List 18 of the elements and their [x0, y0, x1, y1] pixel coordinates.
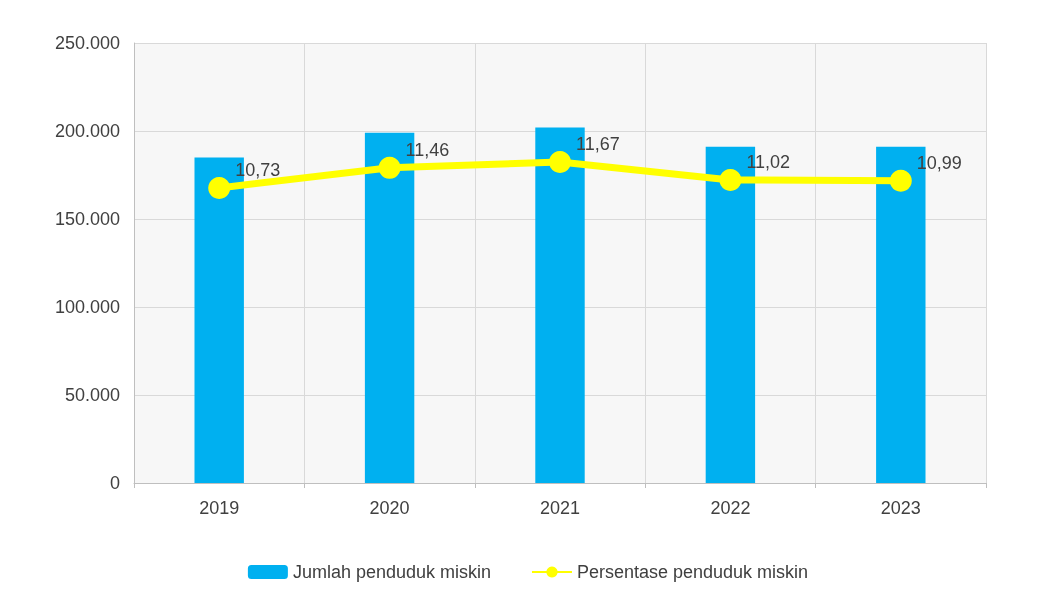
x-tick-label: 2022 — [710, 498, 751, 518]
y-tick-label: 150.000 — [54, 209, 120, 229]
point — [378, 156, 401, 179]
x-tick-label: 2023 — [880, 498, 921, 518]
point — [889, 169, 912, 192]
legend-label: Jumlah penduduk miskin — [292, 562, 491, 582]
point — [208, 176, 231, 199]
legend-label: Persentase penduduk miskin — [576, 562, 809, 582]
point — [549, 151, 571, 174]
y-tick-label: 50.000 — [64, 385, 120, 405]
y-tick-label: 250.000 — [54, 33, 120, 53]
y-tick-label: 200.000 — [54, 121, 120, 141]
x-tick-label: 2021 — [539, 498, 581, 518]
y-tick-label: 0 — [109, 473, 120, 493]
x-tick-label: 2019 — [199, 498, 240, 518]
x-tick-label: 2020 — [369, 498, 410, 518]
y-tick-label: 100.000 — [54, 297, 120, 317]
point — [719, 168, 742, 191]
